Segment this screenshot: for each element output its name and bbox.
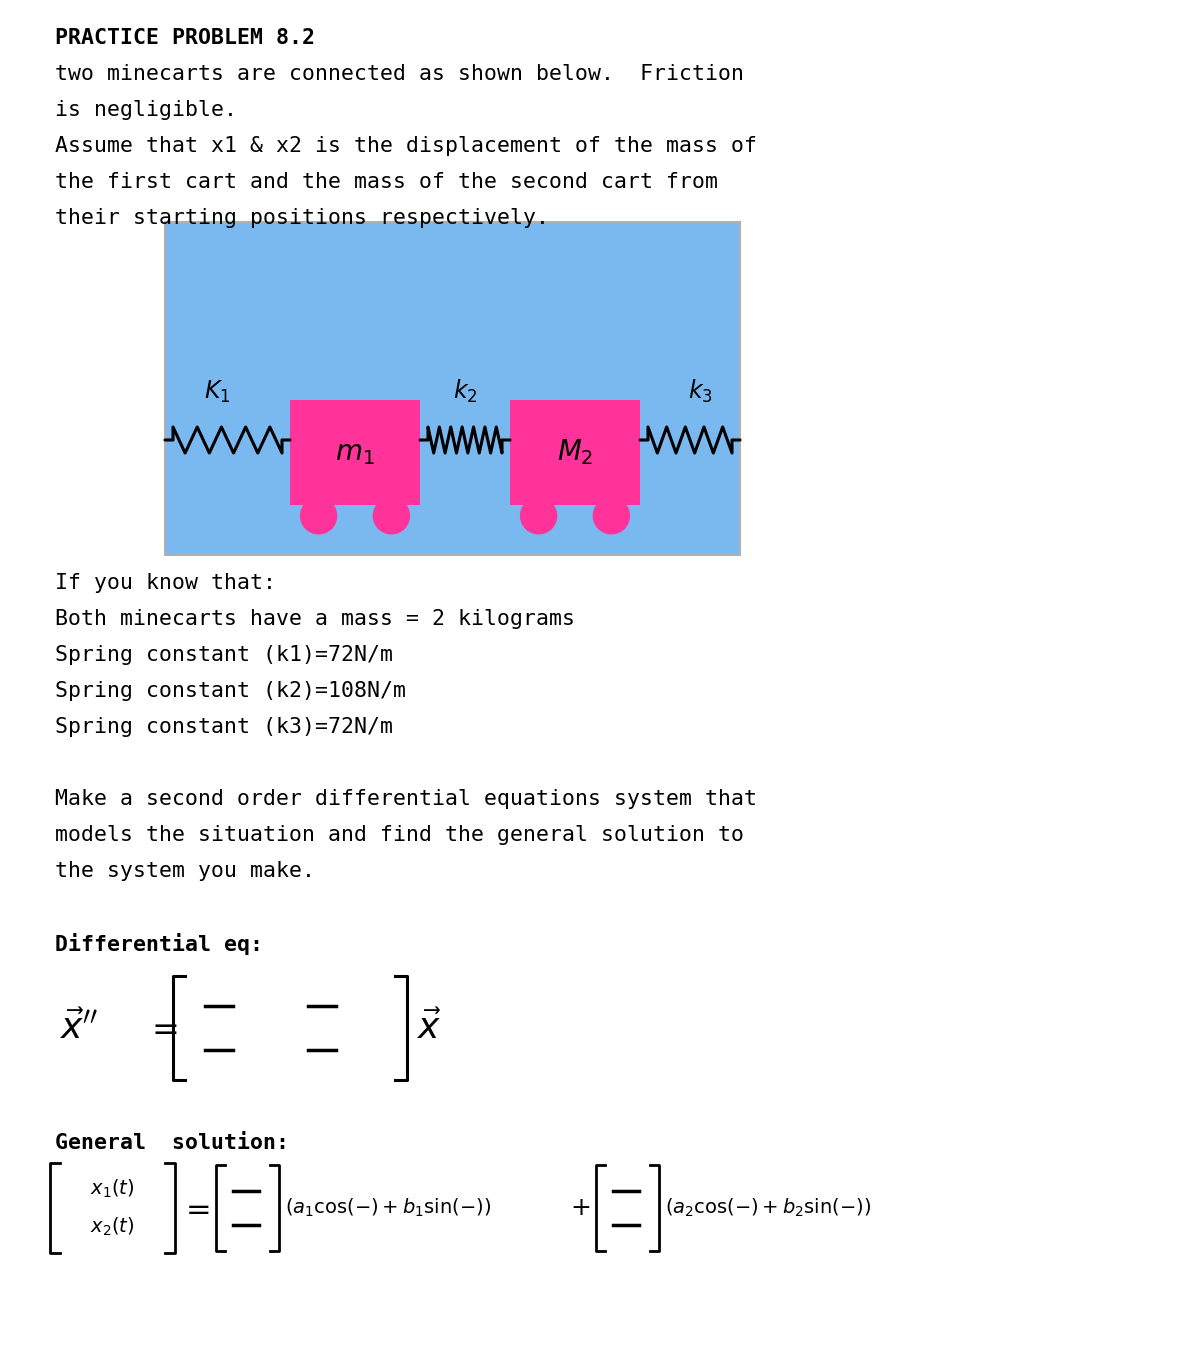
Text: $\vec{x}''$: $\vec{x}''$ (60, 1010, 98, 1046)
Text: Spring constant (k1)=72N/m: Spring constant (k1)=72N/m (55, 644, 394, 665)
Bar (166, 222, 740, 555)
Text: $\mathit{K_1}$: $\mathit{K_1}$ (204, 379, 230, 404)
Text: $\mathit{k_3}$: $\mathit{k_3}$ (688, 377, 713, 404)
Text: $+$: $+$ (570, 1196, 590, 1220)
Text: $\vec{x}$: $\vec{x}$ (418, 1010, 442, 1046)
Text: two minecarts are connected as shown below.  Friction: two minecarts are connected as shown bel… (55, 63, 744, 84)
Text: Spring constant (k2)=108N/m: Spring constant (k2)=108N/m (55, 681, 406, 701)
Text: the system you make.: the system you make. (55, 861, 314, 882)
Text: $M_2$: $M_2$ (557, 438, 593, 468)
Text: their starting positions respectively.: their starting positions respectively. (55, 208, 550, 228)
Text: PRACTICE PROBLEM 8.2: PRACTICE PROBLEM 8.2 (55, 28, 314, 49)
Text: $=$: $=$ (145, 1011, 178, 1045)
Circle shape (521, 497, 557, 534)
Circle shape (373, 497, 409, 534)
Text: $x_2(t)$: $x_2(t)$ (90, 1216, 134, 1239)
Bar (290, 400, 420, 506)
Text: $=$: $=$ (180, 1193, 210, 1223)
Text: $\mathit{k_2}$: $\mathit{k_2}$ (452, 377, 478, 404)
Text: Differential eq:: Differential eq: (55, 933, 263, 954)
Bar (510, 400, 640, 506)
Circle shape (593, 497, 629, 534)
Text: $(a_1\cos(-) + b_1\sin(-))$: $(a_1\cos(-) + b_1\sin(-))$ (286, 1197, 491, 1219)
Text: $x_1(t)$: $x_1(t)$ (90, 1178, 134, 1200)
Text: is negligible.: is negligible. (55, 100, 238, 120)
Text: $m_1$: $m_1$ (335, 438, 374, 466)
Text: the first cart and the mass of the second cart from: the first cart and the mass of the secon… (55, 173, 718, 191)
Text: Make a second order differential equations system that: Make a second order differential equatio… (55, 789, 757, 809)
Text: $(a_2\cos(-) + b_2\sin(-))$: $(a_2\cos(-) + b_2\sin(-))$ (665, 1197, 871, 1219)
Circle shape (301, 497, 336, 534)
Text: If you know that:: If you know that: (55, 573, 276, 593)
Text: Assume that x1 & x2 is the displacement of the mass of: Assume that x1 & x2 is the displacement … (55, 136, 757, 156)
Text: Both minecarts have a mass = 2 kilograms: Both minecarts have a mass = 2 kilograms (55, 609, 575, 630)
Text: Spring constant (k3)=72N/m: Spring constant (k3)=72N/m (55, 717, 394, 737)
Text: models the situation and find the general solution to: models the situation and find the genera… (55, 825, 744, 845)
Text: General  solution:: General solution: (55, 1134, 289, 1153)
